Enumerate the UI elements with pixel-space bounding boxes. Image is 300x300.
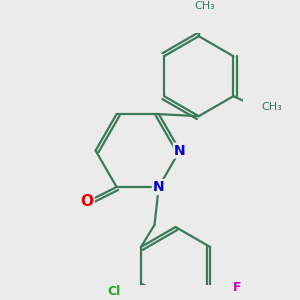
Text: N: N: [174, 143, 186, 158]
Text: CH₃: CH₃: [262, 102, 282, 112]
Text: CH₃: CH₃: [195, 1, 215, 11]
Text: N: N: [153, 180, 164, 194]
Text: Cl: Cl: [107, 285, 120, 298]
Text: O: O: [81, 194, 94, 209]
Text: F: F: [233, 280, 242, 293]
